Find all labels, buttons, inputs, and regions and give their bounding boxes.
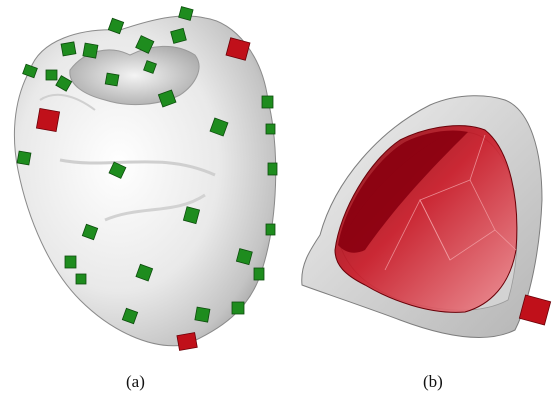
green-marker <box>209 117 229 137</box>
green-marker <box>82 42 99 59</box>
green-marker <box>182 206 201 225</box>
green-marker <box>22 63 38 79</box>
green-marker <box>265 223 276 236</box>
red-facet <box>338 130 468 253</box>
panel-b: (b) <box>280 0 557 396</box>
green-marker <box>235 248 253 266</box>
caption-a: (a) <box>126 372 145 391</box>
green-marker <box>231 301 245 315</box>
green-marker <box>16 150 32 166</box>
green-marker <box>64 255 77 269</box>
green-marker <box>170 27 187 44</box>
green-marker <box>267 162 278 176</box>
green-marker <box>253 267 265 281</box>
red-marker <box>518 294 552 326</box>
surface-render-b <box>301 95 552 338</box>
green-marker <box>157 89 177 108</box>
green-marker <box>261 95 274 109</box>
surface-fold <box>104 193 206 222</box>
surface-fold <box>59 158 216 177</box>
green-marker <box>265 123 276 135</box>
green-marker <box>60 41 77 57</box>
red-marker <box>35 107 61 133</box>
green-marker <box>75 273 87 285</box>
green-marker <box>45 69 58 81</box>
green-marker <box>104 72 120 87</box>
green-marker <box>107 17 125 35</box>
panel-a: (a) <box>13 6 278 391</box>
green-marker <box>55 75 73 92</box>
green-marker <box>143 60 157 74</box>
red-marker <box>176 332 198 351</box>
green-marker <box>178 6 194 21</box>
green-marker <box>135 263 154 282</box>
green-marker <box>108 161 127 179</box>
valve-cavity <box>69 45 200 105</box>
surface-render-a <box>13 6 278 351</box>
surface-fold <box>39 93 96 111</box>
green-marker <box>135 35 155 54</box>
red-marker <box>225 37 251 61</box>
green-marker <box>121 307 139 325</box>
green-marker <box>194 306 211 323</box>
green-marker <box>81 223 99 241</box>
caption-b: (b) <box>423 372 443 391</box>
